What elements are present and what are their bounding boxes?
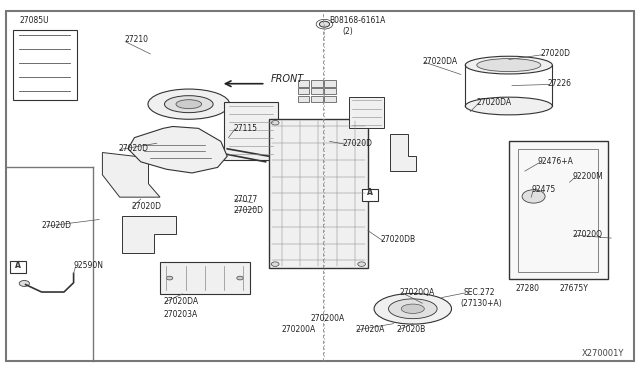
Text: A: A [367,188,372,197]
Bar [224,102,278,160]
Ellipse shape [374,294,452,324]
Ellipse shape [401,304,424,314]
Ellipse shape [465,56,552,74]
Text: 27020Q: 27020Q [573,230,603,239]
Bar [311,88,323,94]
Text: FRONT: FRONT [271,74,304,84]
Circle shape [271,121,279,125]
Text: 27020A: 27020A [355,325,385,334]
Circle shape [19,280,29,286]
Text: 27115: 27115 [234,124,258,133]
Text: A: A [15,260,20,270]
Bar [324,88,336,94]
Text: 270200A: 270200A [282,325,316,334]
Bar [298,96,309,102]
Bar [362,189,378,201]
Text: 27020D: 27020D [118,144,148,153]
Text: 92590N: 92590N [74,262,104,270]
Circle shape [358,121,365,125]
Bar [349,97,384,128]
Ellipse shape [164,96,213,113]
Bar [298,80,309,87]
Text: 27020DA: 27020DA [477,98,512,107]
Text: 27085U: 27085U [19,16,49,25]
Polygon shape [128,126,227,173]
Text: 27020DA: 27020DA [163,297,198,306]
Text: 27020D: 27020D [42,221,72,230]
Text: 92476+A: 92476+A [538,157,573,166]
Ellipse shape [477,58,541,71]
Circle shape [522,190,545,203]
Bar [509,141,608,279]
Bar [311,96,323,102]
Text: 27020D: 27020D [234,206,264,215]
Text: 270203A: 270203A [163,310,198,319]
Text: 27020QA: 27020QA [400,288,435,296]
Text: (2): (2) [342,27,353,36]
Bar [518,149,598,272]
Bar [10,261,26,273]
Polygon shape [102,153,160,197]
Ellipse shape [176,100,202,109]
Ellipse shape [148,89,230,119]
Text: B08168-6161A: B08168-6161A [330,16,386,25]
Text: 27210: 27210 [125,35,149,44]
Bar [324,96,336,102]
Circle shape [166,276,173,280]
Text: SEC.272: SEC.272 [464,288,495,296]
Text: 92475: 92475 [531,185,556,194]
Bar [311,80,323,87]
Text: 27020D: 27020D [541,49,571,58]
Text: 27020D: 27020D [131,202,161,211]
Circle shape [319,21,330,27]
Circle shape [358,262,365,266]
Ellipse shape [465,97,552,115]
Text: 27675Y: 27675Y [560,284,589,293]
Text: 27020B: 27020B [397,325,426,334]
Text: X270001Y: X270001Y [582,349,624,358]
Ellipse shape [388,299,437,319]
Circle shape [271,262,279,266]
Bar [298,88,309,94]
Bar [13,30,77,100]
Text: 27226: 27226 [547,79,572,88]
Text: 27020DA: 27020DA [422,57,458,66]
Polygon shape [390,134,416,171]
Polygon shape [122,216,176,253]
Text: 27020D: 27020D [342,139,372,148]
Bar [269,119,368,268]
Text: 27077: 27077 [234,195,258,203]
Text: 27280: 27280 [515,284,540,293]
Bar [160,262,250,294]
Text: 27020DB: 27020DB [381,235,416,244]
Bar [324,80,336,87]
Circle shape [237,276,243,280]
Text: 92200M: 92200M [573,172,604,181]
Text: (27130+A): (27130+A) [461,299,502,308]
Text: 270200A: 270200A [310,314,345,323]
